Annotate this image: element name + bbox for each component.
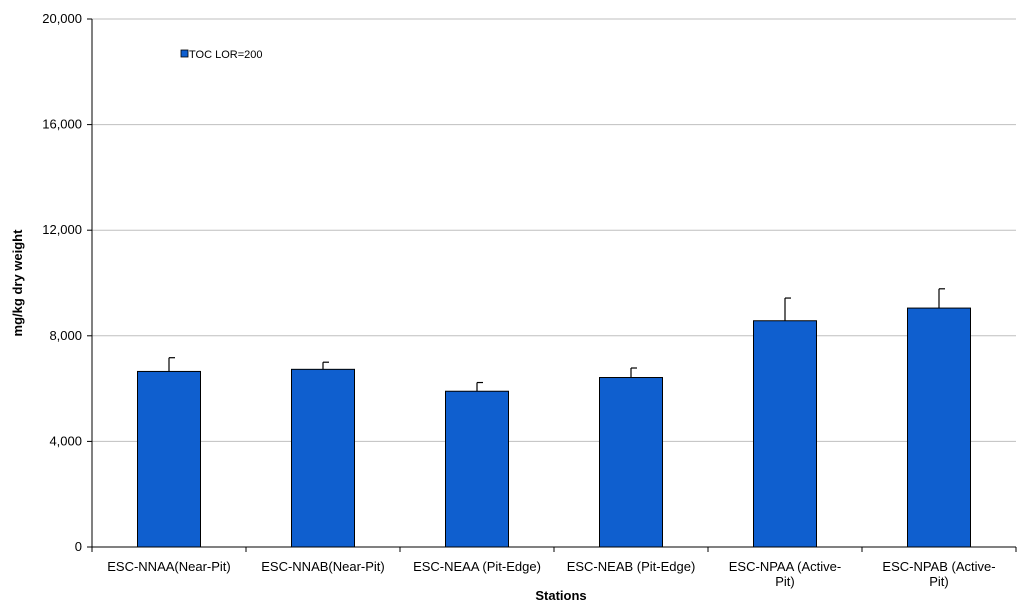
axes — [87, 18, 1017, 552]
bar — [291, 368, 355, 548]
y-tick-label: 8,000 — [49, 328, 82, 343]
legend: TOC LOR=200 — [180, 49, 262, 61]
x-tick-label: ESC-NNAB(Near-Pit) — [261, 559, 385, 574]
y-tick-label: 0 — [75, 539, 82, 554]
y-axis-title: mg/kg dry weight — [10, 229, 25, 337]
x-tick-labels: ESC-NNAA(Near-Pit) ESC-NNAB(Near-Pit) ESC-… — [107, 559, 995, 589]
y-tick-label: 20,000 — [42, 11, 82, 26]
error-bars — [168, 288, 945, 392]
x-tick-label: ESC-NEAA (Pit-Edge) — [413, 559, 541, 574]
legend-swatch — [180, 49, 189, 58]
legend-label: TOC LOR=200 — [189, 49, 262, 61]
bars — [137, 307, 971, 548]
y-tick-labels: 0 4,000 8,000 12,000 16,000 20,000 — [42, 11, 82, 554]
bar — [753, 320, 817, 548]
gridlines — [92, 18, 1016, 442]
bar — [907, 307, 971, 548]
y-tick-label: 4,000 — [49, 433, 82, 448]
x-tick-label: ESC-NEAB (Pit-Edge) — [567, 559, 696, 574]
x-tick-label: ESC-NPAB (Active-Pit) — [882, 559, 995, 589]
x-tick-label: ESC-NPAA (Active-Pit) — [729, 559, 841, 589]
bar — [599, 377, 663, 548]
x-axis-title: Stations — [535, 588, 586, 603]
y-tick-label: 12,000 — [42, 222, 82, 237]
x-tick-label: ESC-NNAA(Near-Pit) — [107, 559, 231, 574]
bar — [445, 390, 509, 548]
bar — [137, 370, 201, 548]
y-tick-label: 16,000 — [42, 117, 82, 132]
